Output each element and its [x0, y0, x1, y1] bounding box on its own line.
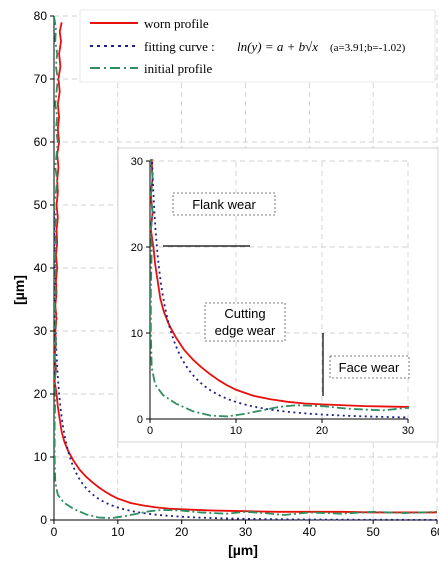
main-y-tick-label-20: 20 — [34, 387, 48, 401]
legend-label-fit-params: (a=3.91;b=-1.02) — [330, 42, 406, 54]
annotation-cutting-line1: Cutting — [224, 306, 265, 321]
legend-label-fit-formula: ln(y) = a + b√x — [237, 39, 318, 54]
inset-series-initial-profile — [150, 159, 409, 418]
inset-y-tick-label-0: 0 — [137, 414, 143, 426]
annotation-box-flank — [172, 192, 276, 216]
main-y-tick-label-0: 0 — [40, 513, 47, 527]
main-x-tick-label-40: 40 — [303, 525, 317, 539]
inset-tick-labels: 0 10 20 30 0 10 20 30 — [131, 156, 414, 437]
inset-x-tick-label-20: 20 — [316, 425, 328, 437]
main-y-tick-label-50: 50 — [34, 198, 48, 212]
main-series-worn-profile — [54, 22, 437, 514]
main-y-tick-label-10: 10 — [34, 450, 48, 464]
inset-x-tick-label-10: 10 — [230, 425, 242, 437]
annotation-cutting-line2: edge wear — [215, 323, 276, 338]
main-y-tick-label-70: 70 — [34, 72, 48, 86]
inset-y-tick-label-20: 20 — [131, 242, 143, 254]
main-series-fitting-curve — [54, 205, 437, 521]
main-x-tick-label-20: 20 — [175, 525, 189, 539]
main-y-tick-label-80: 80 — [34, 9, 48, 23]
y-axis-label: [µm] — [11, 275, 27, 305]
main-x-tick-label-10: 10 — [111, 525, 125, 539]
annotation-box-cutting — [204, 302, 286, 342]
main-y-tick-label-40: 40 — [34, 261, 48, 275]
annotation-face-wear: Face wear — [339, 360, 400, 375]
main-y-tick-label-30: 30 — [34, 324, 48, 338]
inset-x-tick-label-0: 0 — [147, 425, 153, 437]
inset-chart: 0 10 20 30 0 10 20 30 Flank wear Cutting edge w… — [117, 147, 439, 443]
inset-series-fitting-curve — [151, 159, 409, 419]
main-x-tick-label-30: 30 — [239, 525, 253, 539]
legend-box — [79, 9, 436, 83]
x-axis-label: [µm] — [228, 542, 258, 558]
main-x-tick-label-50: 50 — [366, 525, 380, 539]
main-x-tick-label-0: 0 — [51, 525, 58, 539]
inset-y-tick-label-30: 30 — [131, 156, 143, 168]
annotation-box-face — [329, 355, 410, 379]
inset-y-tick-label-10: 10 — [131, 328, 143, 340]
main-x-tick-label-60: 60 — [430, 525, 439, 539]
main-y-tick-label-60: 60 — [34, 135, 48, 149]
inset-x-tick-label-30: 30 — [402, 425, 414, 437]
main-series — [54, 15, 438, 521]
inset-frame — [117, 147, 439, 443]
main-tick-labels: 0 10 20 30 40 50 60 0 10 20 30 40 50 60 70 80 — [34, 9, 439, 539]
legend-label-initial: initial profile — [144, 61, 212, 76]
main-series-initial-profile — [54, 15, 438, 520]
legend-label-worn: worn profile — [144, 16, 209, 31]
annotation-flank-wear: Flank wear — [192, 197, 256, 212]
inset-series — [150, 159, 409, 419]
legend: worn profile fitting curve : ln(y) = a +… — [79, 9, 436, 83]
legend-label-fit: fitting curve : — [144, 39, 215, 54]
